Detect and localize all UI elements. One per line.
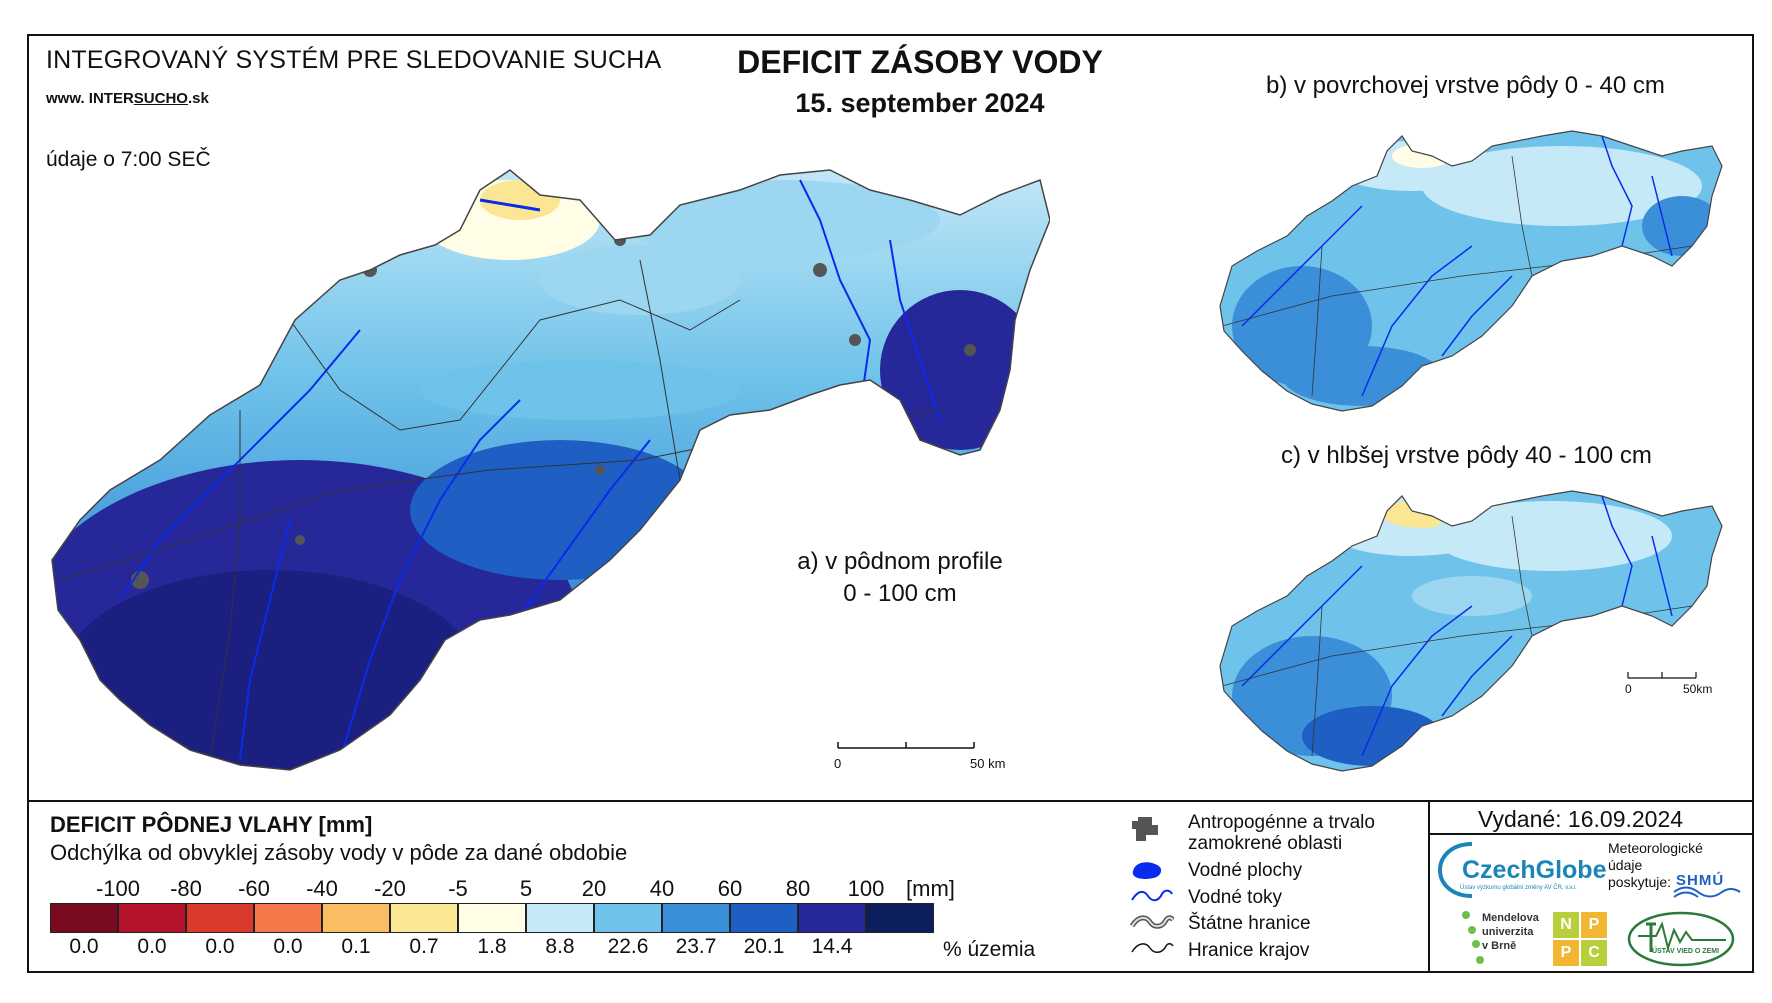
legend-tick: -80 <box>170 876 202 901</box>
issued-divider <box>1428 833 1754 835</box>
czechglobe-subtitle: Ústav výzkumu globální změny AV ČR, v.v.… <box>1460 885 1577 891</box>
legend-color-class <box>526 903 594 933</box>
water-body-icon <box>1132 862 1162 879</box>
water-body-label: Vodné plochy <box>1188 860 1303 881</box>
state-border-label: Štátne hranice <box>1188 913 1311 934</box>
legend-tick: -60 <box>238 876 270 901</box>
legend-panel <box>27 800 1754 973</box>
legend-tick: 40 <box>649 876 675 901</box>
legend-class-percent: 8.8 <box>545 935 575 958</box>
scale-c-start: 0 <box>1625 682 1632 696</box>
legend-color-class <box>662 903 730 933</box>
legend-tick: -5 <box>448 876 468 901</box>
scale-bar-c <box>1627 672 1697 679</box>
legend-class-percent: 0.1 <box>341 935 371 958</box>
legend-color-class <box>186 903 254 933</box>
map-a-label: a) v pôdnom profile 0 - 100 cm <box>797 548 1003 607</box>
legend-tick: 60 <box>717 876 743 901</box>
legend-tick: 5 <box>519 876 533 901</box>
legend-tick: 80 <box>785 876 811 901</box>
meteo-provider-text: Meteorologické údaje poskytuje: <box>1608 840 1703 890</box>
legend-color-class <box>50 903 118 933</box>
legend-percent-label: % územia <box>943 938 1036 961</box>
mendel-university-logo: Mendelova univerzita v Brně <box>1482 912 1539 952</box>
legend-color-class <box>322 903 390 933</box>
legend-tick: -40 <box>306 876 338 901</box>
nppc-letter-p1: P <box>1581 912 1607 938</box>
legend-color-class <box>458 903 526 933</box>
legend-class-percent: 0.0 <box>69 935 99 958</box>
legend-class-percent: 22.6 <box>607 935 649 958</box>
scale-bar-a <box>837 742 975 749</box>
nppc-letter-n: N <box>1553 912 1579 938</box>
scale-a-end: 50 km <box>970 756 1006 771</box>
region-border-icon <box>1131 943 1174 953</box>
river-label: Vodné toky <box>1188 887 1283 908</box>
czechglobe-logo <box>1437 842 1473 898</box>
map-c-deeper-layer <box>1219 490 1723 772</box>
scale-a-start: 0 <box>834 756 842 771</box>
legend-color-class <box>254 903 322 933</box>
legend-color-class <box>798 903 866 933</box>
map-date: 15. september 2024 <box>795 88 1045 118</box>
legend-class-percent: 20.1 <box>743 935 785 958</box>
shmu-text: SHMÚ <box>1676 872 1725 889</box>
map-b-surface-layer <box>1219 130 1723 412</box>
legend-class-percent: 0.0 <box>273 935 303 958</box>
nppc-letter-c: C <box>1581 940 1607 966</box>
map-b-label: b) v povrchovej vrstve pôdy 0 - 40 cm <box>1266 72 1665 99</box>
urban-area-label: Antropogénne a trvalo zamokrené oblasti <box>1188 812 1375 854</box>
website-link[interactable]: www. INTERSUCHO.sk <box>46 90 209 107</box>
legend-tick: 20 <box>581 876 607 901</box>
legend-title: DEFICIT PÔDNEJ VLAHY [mm] <box>50 812 373 837</box>
issued-date: Vydané: 16.09.2024 <box>1478 806 1684 832</box>
legend-tick: 100 <box>847 876 885 901</box>
legend-class-percent: 0.0 <box>205 935 235 958</box>
page-title: DEFICIT ZÁSOBY VODY <box>737 44 1103 80</box>
ustav-vied-o-zemi-logo: ÚSTAV VIED O ZEMI <box>1626 910 1736 968</box>
urban-area-icon <box>1132 817 1158 841</box>
legend-color-class <box>730 903 798 933</box>
legend-class-percent: 1.8 <box>477 935 507 958</box>
region-border-label: Hranice krajov <box>1188 940 1310 961</box>
ustav-text: ÚSTAV VIED O ZEMI <box>1652 948 1720 955</box>
legend-unit: [mm] <box>906 876 955 901</box>
legend-color-class <box>594 903 662 933</box>
mendel-logo-dots <box>1462 911 1484 964</box>
scale-c-end: 50km <box>1683 682 1713 696</box>
nppc-letter-p2: P <box>1553 940 1579 966</box>
river-icon <box>1131 889 1173 902</box>
system-title: INTEGROVANÝ SYSTÉM PRE SLEDOVANIE SUCHA <box>46 46 662 74</box>
legend-class-percent: 23.7 <box>675 935 717 958</box>
legend-color-class <box>118 903 186 933</box>
map-a-soil-profile <box>51 169 1050 771</box>
czechglobe-name: CzechGlobe <box>1462 856 1607 884</box>
issued-panel <box>1428 800 1754 973</box>
nppc-logo: N P P C <box>1553 912 1607 966</box>
legend-tick: -100 <box>95 876 141 901</box>
state-border-icon <box>1130 915 1174 929</box>
shmu-logo: SHMÚ <box>1672 870 1742 900</box>
legend-color-class <box>390 903 458 933</box>
legend-class-percent: 0.7 <box>409 935 439 958</box>
legend-tick: -20 <box>374 876 406 901</box>
legend-subtitle: Odchýlka od obvyklej zásoby vody v pôde … <box>50 840 628 865</box>
data-time-note: údaje o 7:00 SEČ <box>46 148 211 171</box>
legend-class-percent: 0.0 <box>137 935 167 958</box>
map-c-label: c) v hlbšej vrstve pôdy 40 - 100 cm <box>1281 442 1652 469</box>
legend-color-class <box>866 903 934 933</box>
legend-class-percent: 14.4 <box>811 935 853 958</box>
